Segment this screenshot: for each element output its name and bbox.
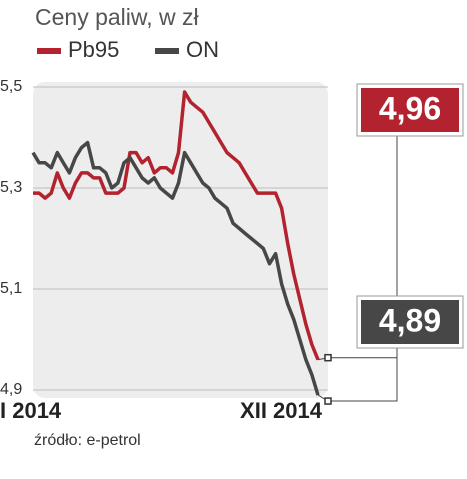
y-tick-label: 5,1 — [0, 280, 22, 297]
series-line — [31, 140, 320, 396]
label-box — [361, 300, 459, 344]
end-label: 4,96 — [379, 90, 441, 126]
plot-background — [33, 82, 328, 398]
label-box — [361, 88, 459, 132]
legend-label: Pb95 — [68, 37, 119, 62]
y-tick-label: 5,5 — [0, 78, 22, 95]
end-label: 4,89 — [379, 302, 441, 338]
x-tick-label: XII 2014 — [240, 398, 323, 423]
y-tick-label: 5,3 — [0, 179, 22, 196]
legend-label: ON — [186, 37, 219, 62]
source: źródło: e-petrol — [34, 432, 141, 449]
end-marker — [324, 397, 332, 405]
x-tick-label: I 2014 — [0, 398, 62, 423]
y-tick-label: 4,9 — [0, 381, 22, 398]
leader-line — [317, 135, 398, 361]
series-line — [33, 90, 320, 361]
leader-line — [317, 347, 398, 402]
end-marker — [324, 353, 332, 362]
chart-title: Ceny paliw, w zł — [35, 4, 199, 30]
